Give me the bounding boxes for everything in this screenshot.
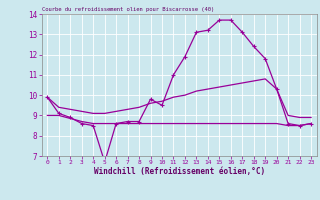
Text: Courbe du refroidissement olien pour Biscarrosse (40): Courbe du refroidissement olien pour Bis… — [42, 7, 214, 12]
X-axis label: Windchill (Refroidissement éolien,°C): Windchill (Refroidissement éolien,°C) — [94, 167, 265, 176]
